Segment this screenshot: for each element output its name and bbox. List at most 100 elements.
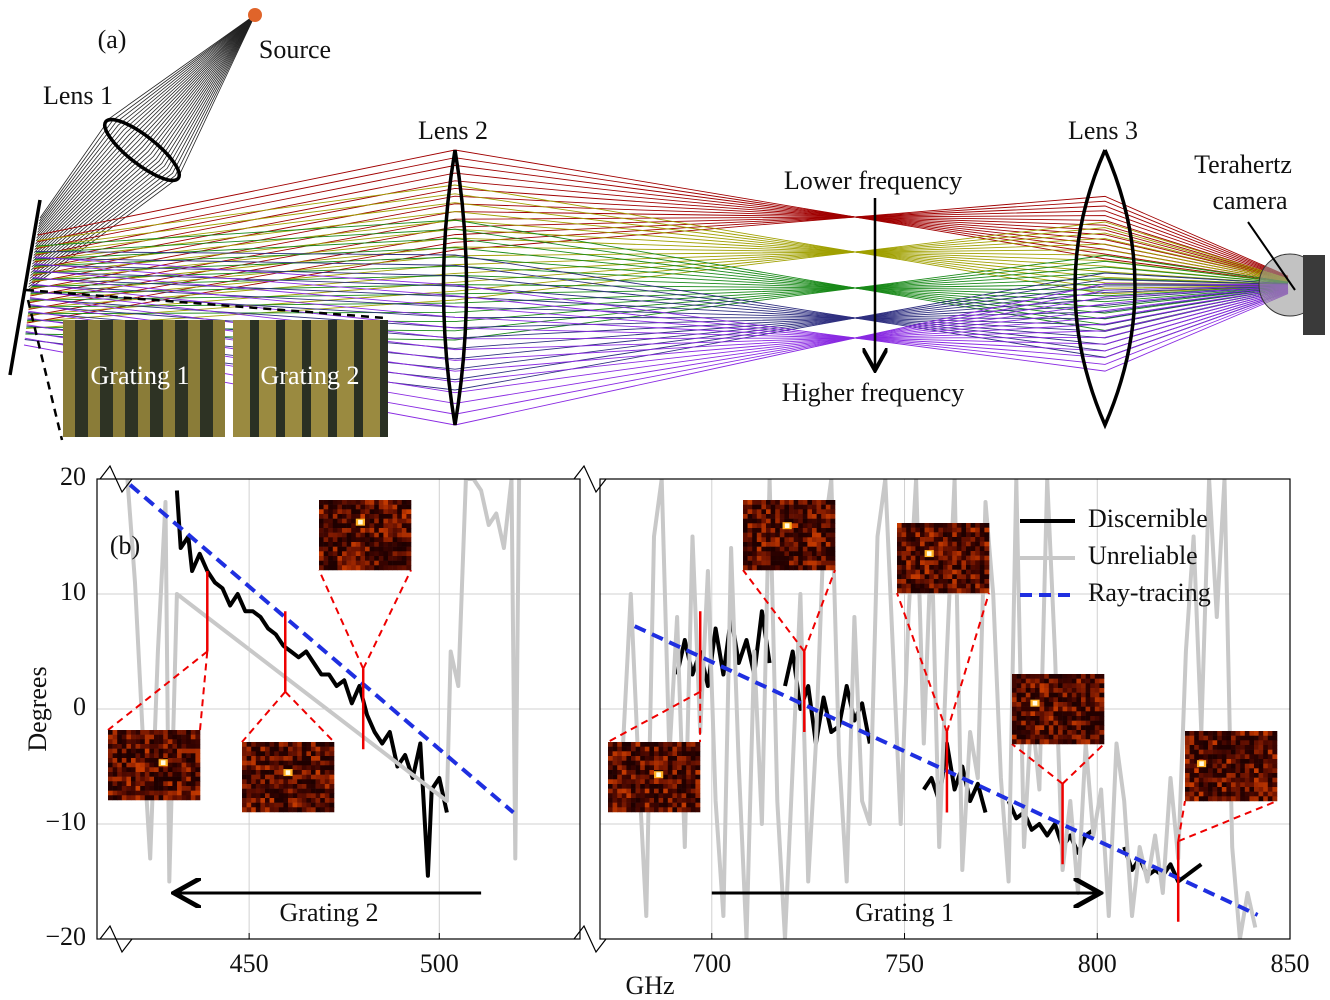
heatmap-cell: [1263, 778, 1268, 783]
heatmap-cell: [383, 565, 388, 570]
heatmap-cell: [388, 561, 393, 566]
heatmap-cell: [897, 584, 902, 589]
heatmap-cell: [145, 786, 150, 791]
heatmap-cell: [131, 763, 136, 768]
heatmap-cell: [1090, 721, 1095, 726]
heatmap-cell: [798, 500, 803, 505]
heatmap-cell: [821, 505, 826, 510]
heatmap-cell: [163, 777, 168, 782]
heatmap-cell: [975, 570, 980, 575]
heatmap-cell: [347, 519, 352, 524]
heatmap-cell: [817, 523, 822, 528]
heatmap-cell: [929, 570, 934, 575]
heatmap-cell: [136, 786, 141, 791]
heatmap-cell: [911, 542, 916, 547]
heatmap-cell: [279, 807, 284, 812]
heatmap-cell: [925, 579, 930, 584]
heatmap-cell: [1026, 697, 1031, 702]
heatmap-cell: [975, 537, 980, 542]
heatmap-cell: [365, 528, 370, 533]
heatmap-cell: [752, 561, 757, 566]
heatmap-cell: [108, 767, 113, 772]
heatmap-cell: [943, 551, 948, 556]
heatmap-cell: [649, 779, 654, 784]
heatmap-cell: [265, 747, 270, 752]
heatmap-cell: [631, 756, 636, 761]
heatmap-cell: [297, 793, 302, 798]
heatmap-cell: [1081, 711, 1086, 716]
heatmap-cell: [966, 565, 971, 570]
heatmap-cell: [351, 500, 356, 505]
heatmap-cell: [1245, 778, 1250, 783]
heatmap-cell: [251, 756, 256, 761]
heatmap-cell: [247, 784, 252, 789]
heatmap-cell: [798, 556, 803, 561]
heatmap-cell: [333, 505, 338, 510]
heatmap-cell: [1072, 735, 1077, 740]
heatmap-cell: [306, 761, 311, 766]
heatmap-cell: [608, 775, 613, 780]
heatmap-cell: [682, 765, 687, 770]
heatmap-cell: [283, 751, 288, 756]
heatmap-cell: [672, 789, 677, 794]
heatmap-cell: [347, 561, 352, 566]
heatmap-cell: [1199, 792, 1204, 797]
heatmap-cell: [393, 519, 398, 524]
heatmap-cell: [283, 784, 288, 789]
heatmap-cell: [686, 779, 691, 784]
heatmap-cell: [402, 547, 407, 552]
heatmap-cell: [826, 528, 831, 533]
y-tick-label: 0: [73, 692, 86, 721]
heatmap-cell: [186, 777, 191, 782]
heatmap-cell: [1240, 792, 1245, 797]
heatmap-cell: [186, 763, 191, 768]
frequency-label: Lower frequency: [784, 166, 962, 195]
heatmap-cell: [695, 742, 700, 747]
heatmap-cell: [1249, 750, 1254, 755]
heatmap-cell: [406, 519, 411, 524]
heatmap-cell: [613, 742, 618, 747]
x-tick-label: 500: [420, 949, 459, 978]
heatmap-cell: [1213, 740, 1218, 745]
heatmap-cell: [306, 807, 311, 812]
heatmap-cell: [1231, 773, 1236, 778]
heatmap-cell: [306, 742, 311, 747]
heatmap-cell: [807, 556, 812, 561]
heatmap-cell: [256, 742, 261, 747]
heatmap-cell: [757, 528, 762, 533]
heatmap-cell: [780, 556, 785, 561]
heatmap-cell: [311, 775, 316, 780]
heatmap-cell: [1063, 674, 1068, 679]
heatmap-cell: [686, 789, 691, 794]
heatmap-cell: [1203, 736, 1208, 741]
heatmap-cell: [636, 756, 641, 761]
heatmap-cell: [402, 561, 407, 566]
heatmap-cell: [984, 588, 989, 593]
heatmap-cell: [393, 547, 398, 552]
heatmap-cell: [149, 730, 154, 735]
heatmap-cell: [948, 570, 953, 575]
heatmap-cell: [817, 561, 822, 566]
heatmap-cell: [1067, 702, 1072, 707]
heatmap-cell: [1090, 674, 1095, 679]
heatmap-cell: [659, 784, 664, 789]
heatmap-cell: [1199, 768, 1204, 773]
heatmap-cell: [360, 551, 365, 556]
heatmap-cell: [324, 500, 329, 505]
heatmap-cell: [1086, 739, 1091, 744]
heatmap-cell: [1090, 679, 1095, 684]
heatmap-cell: [980, 574, 985, 579]
heatmap-cell: [677, 751, 682, 756]
heatmap-cell: [1076, 721, 1081, 726]
heatmap-cell: [1226, 764, 1231, 769]
heatmap-cell: [1086, 725, 1091, 730]
heatmap-cell: [975, 556, 980, 561]
heatmap-cell: [347, 556, 352, 561]
heatmap-cell: [406, 523, 411, 528]
heatmap-cell: [356, 537, 361, 542]
heatmap-cell: [356, 533, 361, 538]
heatmap-cell: [668, 775, 673, 780]
heatmap-cell: [645, 747, 650, 752]
heatmap-cell: [1053, 693, 1058, 698]
heatmap-cell: [622, 784, 627, 789]
